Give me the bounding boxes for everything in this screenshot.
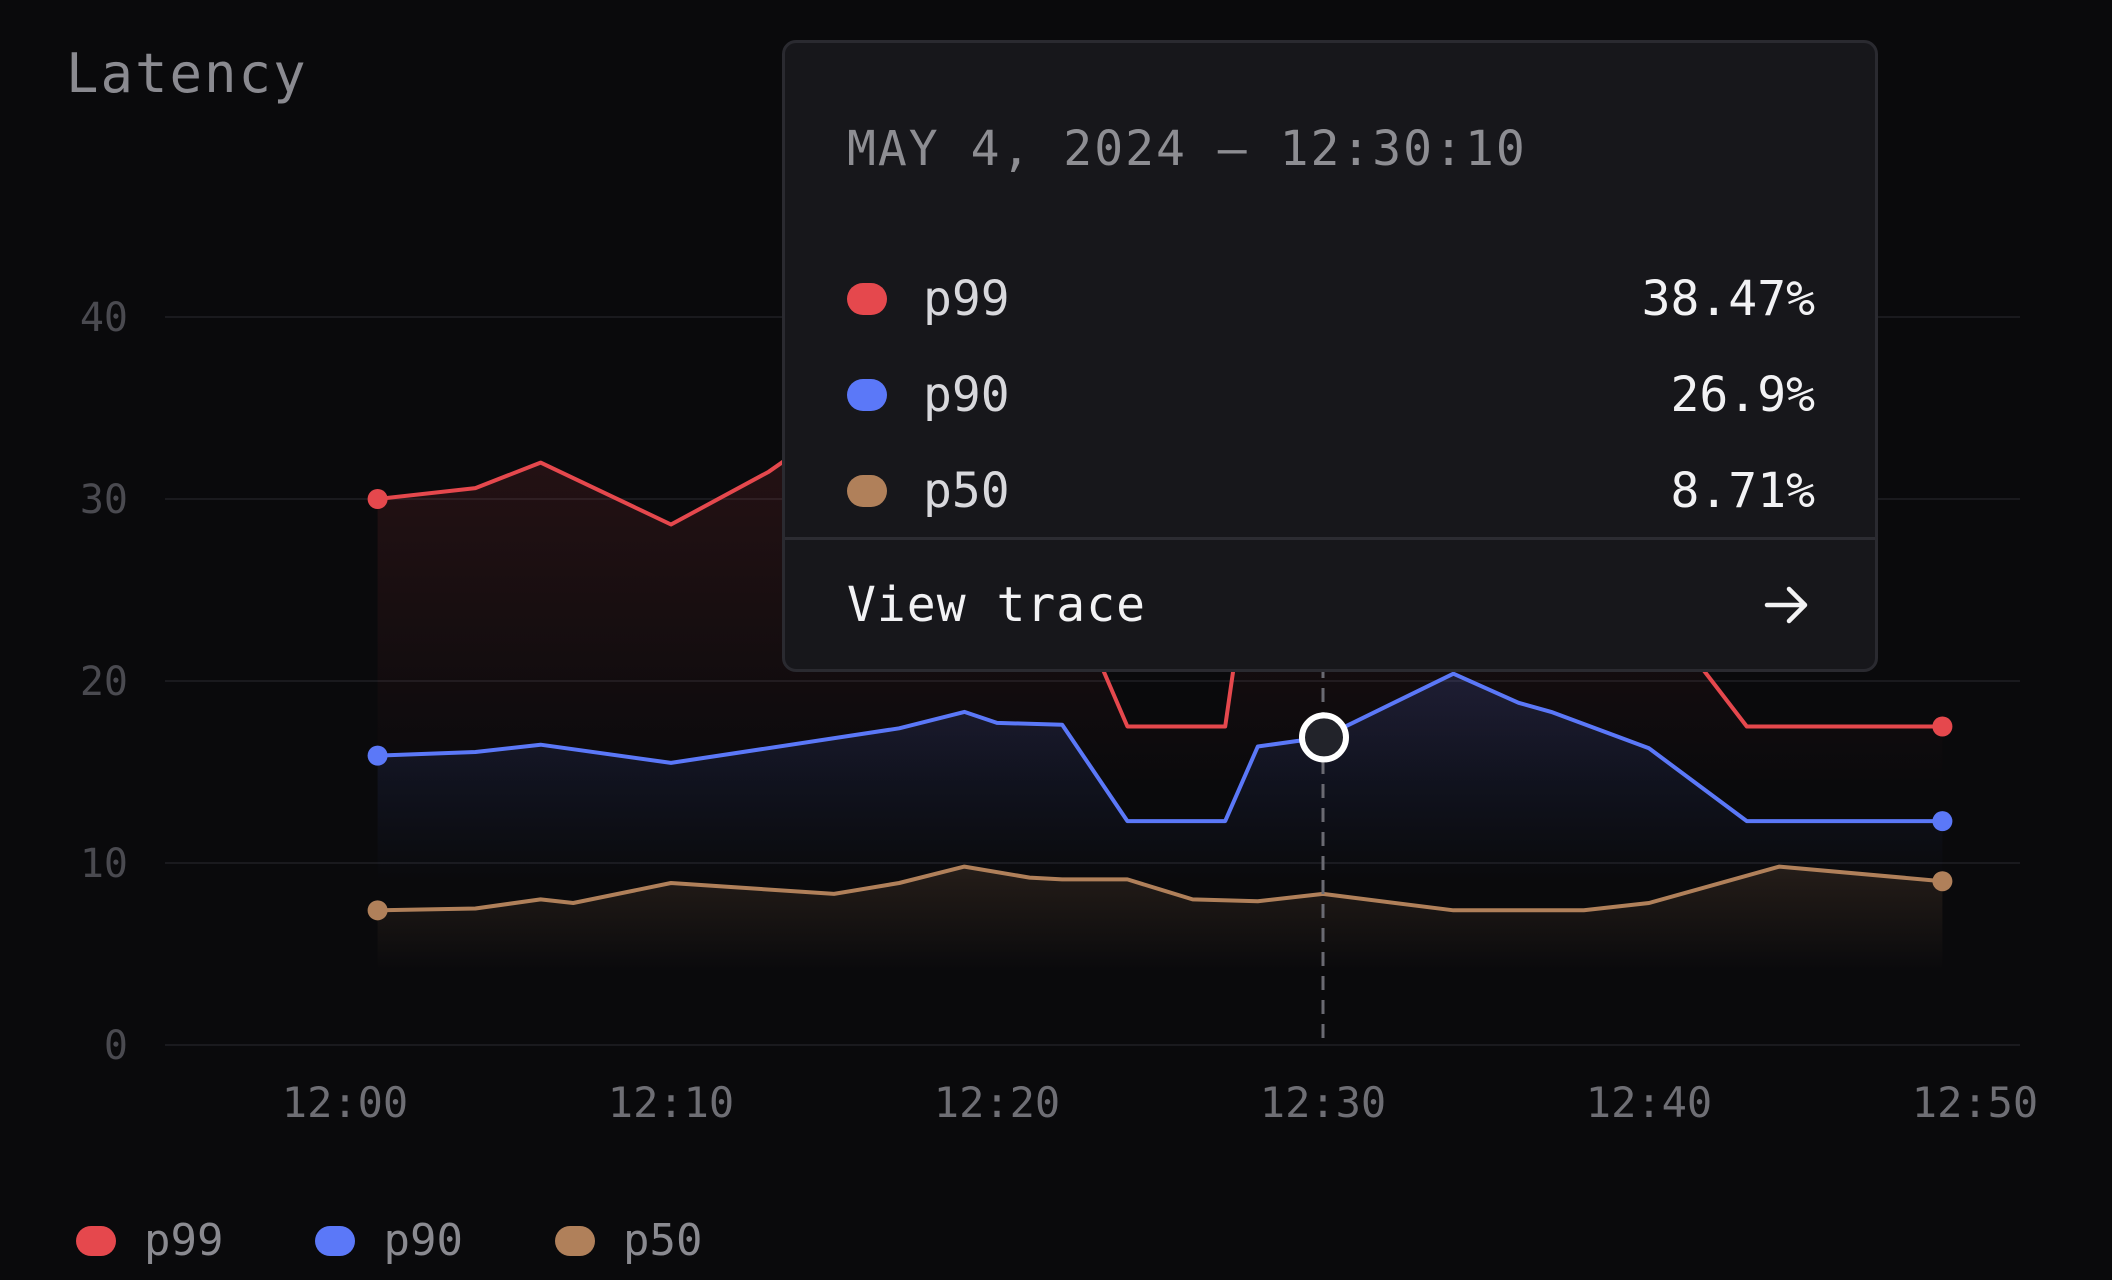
area-p50 xyxy=(377,866,1943,971)
endpoint-p50-end xyxy=(1932,871,1953,892)
tooltip-swatch-p90 xyxy=(847,379,887,411)
legend-swatch-p50 xyxy=(554,1225,595,1256)
x-tick-label: 12:50 xyxy=(1912,1078,2038,1127)
legend-item-p50[interactable]: p50 xyxy=(554,1215,703,1266)
x-tick-label: 12:10 xyxy=(608,1078,734,1127)
y-tick-label: 40 xyxy=(80,295,128,341)
tooltip-row-p90: p90 26.9% xyxy=(847,365,1815,425)
endpoint-p99-start xyxy=(367,489,388,509)
legend-swatch-p90 xyxy=(315,1225,356,1256)
legend-item-p99[interactable]: p99 xyxy=(76,1215,223,1266)
chart-legend: p99 p90 p50 xyxy=(76,1215,702,1266)
tooltip-series-name: p90 xyxy=(923,367,1010,423)
chart-tooltip: MAY 4, 2024 — 12:30:10 p99 38.47% p90 26… xyxy=(782,40,1878,672)
line-p90 xyxy=(375,671,1945,824)
y-axis-ticks: 0 10 20 30 40 xyxy=(80,295,128,1069)
tooltip-swatch-p50 xyxy=(847,475,887,507)
tooltip-series-name: p50 xyxy=(923,463,1010,519)
view-trace-button[interactable]: View trace xyxy=(785,540,1875,669)
x-tick-label: 12:40 xyxy=(1586,1078,1712,1127)
x-tick-label: 12:20 xyxy=(934,1078,1060,1127)
tooltip-timestamp: MAY 4, 2024 — 12:30:10 xyxy=(847,121,1527,177)
endpoint-p90-start xyxy=(367,745,388,766)
legend-label: p90 xyxy=(383,1215,463,1266)
y-tick-label: 30 xyxy=(80,477,128,523)
y-tick-label: 0 xyxy=(104,1023,128,1069)
tooltip-row-p99: p99 38.47% xyxy=(847,269,1815,329)
view-trace-label: View trace xyxy=(847,576,1146,633)
legend-label: p99 xyxy=(144,1215,224,1266)
hover-point xyxy=(1299,712,1349,763)
x-tick-label: 12:00 xyxy=(282,1078,408,1127)
tooltip-divider xyxy=(785,537,1875,540)
legend-item-p90[interactable]: p90 xyxy=(315,1215,463,1266)
endpoint-p90-end xyxy=(1932,811,1953,832)
legend-swatch-p99 xyxy=(76,1225,116,1256)
hover-indicator xyxy=(1299,640,1349,1042)
area-p90 xyxy=(377,673,1943,882)
tooltip-series-value: 8.71% xyxy=(1670,463,1816,519)
tooltip-row-p50: p50 8.71% xyxy=(847,461,1815,521)
y-tick-label: 20 xyxy=(80,659,128,705)
tooltip-series-value: 26.9% xyxy=(1670,367,1816,423)
x-axis-ticks: 12:00 12:10 12:20 12:30 12:40 12:50 xyxy=(282,1078,2038,1127)
line-p50 xyxy=(375,864,1945,913)
tooltip-series-value: 38.47% xyxy=(1641,271,1815,327)
legend-label: p50 xyxy=(622,1215,703,1266)
tooltip-series-name: p99 xyxy=(923,271,1010,327)
y-tick-label: 10 xyxy=(80,841,128,887)
chart-title: Latency xyxy=(66,42,308,105)
endpoint-p99-end xyxy=(1932,716,1953,737)
x-tick-label: 12:30 xyxy=(1260,1078,1386,1127)
tooltip-swatch-p99 xyxy=(847,283,887,315)
endpoint-p50-start xyxy=(367,900,388,921)
arrow-right-icon xyxy=(1764,586,1808,623)
